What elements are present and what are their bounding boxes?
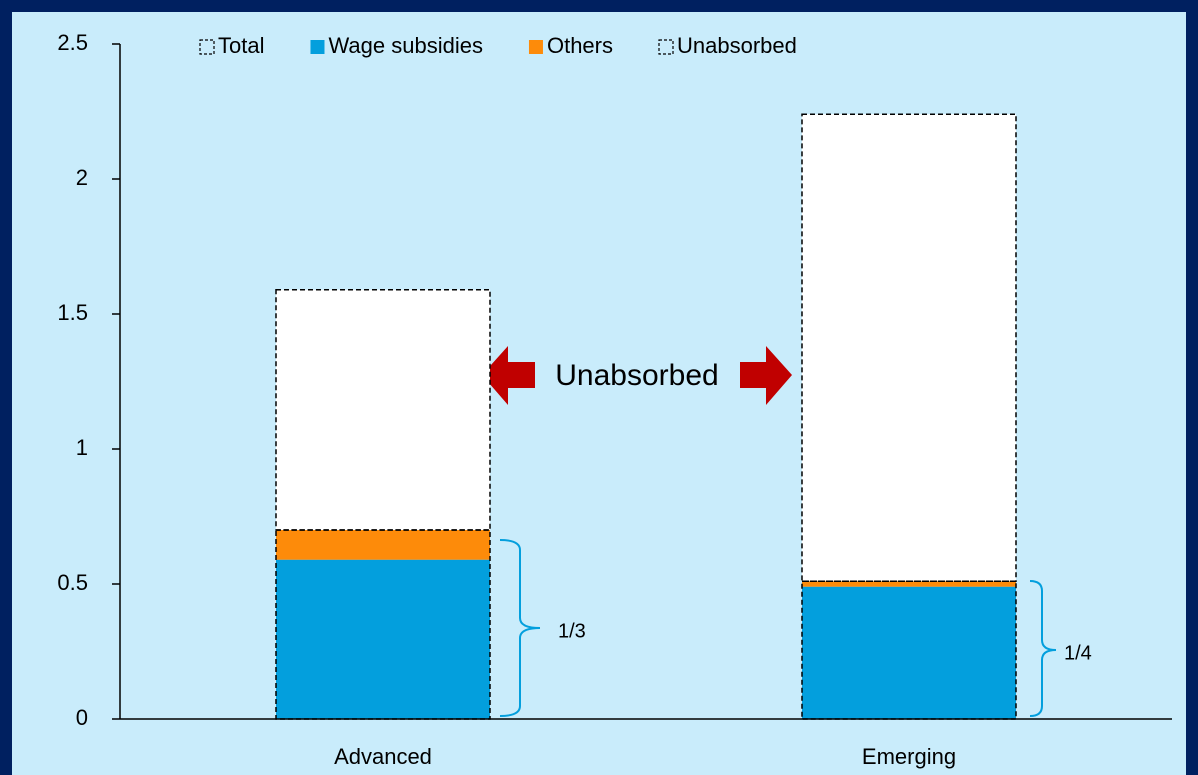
y-tick-label: 2.5 xyxy=(57,30,88,55)
bar-segment xyxy=(802,586,1016,719)
x-tick-label: Advanced xyxy=(334,744,432,769)
legend-swatch xyxy=(658,39,674,55)
legend-swatch xyxy=(310,40,325,54)
bar-outline xyxy=(275,529,491,720)
bar-segment xyxy=(802,581,1016,587)
x-tick-label: Emerging xyxy=(862,744,956,769)
legend-label: Unabsorbed xyxy=(677,33,797,58)
legend-label: Others xyxy=(547,33,613,58)
legend-swatch xyxy=(528,40,543,54)
y-tick-label: 0.5 xyxy=(57,570,88,595)
brace xyxy=(499,539,541,717)
y-tick-label: 2 xyxy=(76,165,88,190)
share-label: 1/4 xyxy=(1064,642,1092,664)
bar-segment xyxy=(275,288,491,531)
arrow-label: Unabsorbed xyxy=(555,359,718,392)
legend-label: Wage subsidies xyxy=(328,33,482,58)
y-tick-label: 1 xyxy=(76,435,88,460)
share-label: 1/3 xyxy=(558,620,586,642)
bar-segment xyxy=(276,559,490,719)
legend-label: Total xyxy=(218,33,264,58)
bar-segment xyxy=(276,530,490,560)
arrow-right xyxy=(740,346,792,405)
y-tick-label: 1.5 xyxy=(57,300,88,325)
arrow-left xyxy=(482,346,535,405)
legend-swatch xyxy=(199,39,215,55)
bar-segment xyxy=(801,113,1017,583)
y-tick-label: 0 xyxy=(76,705,88,730)
brace xyxy=(1029,580,1057,717)
